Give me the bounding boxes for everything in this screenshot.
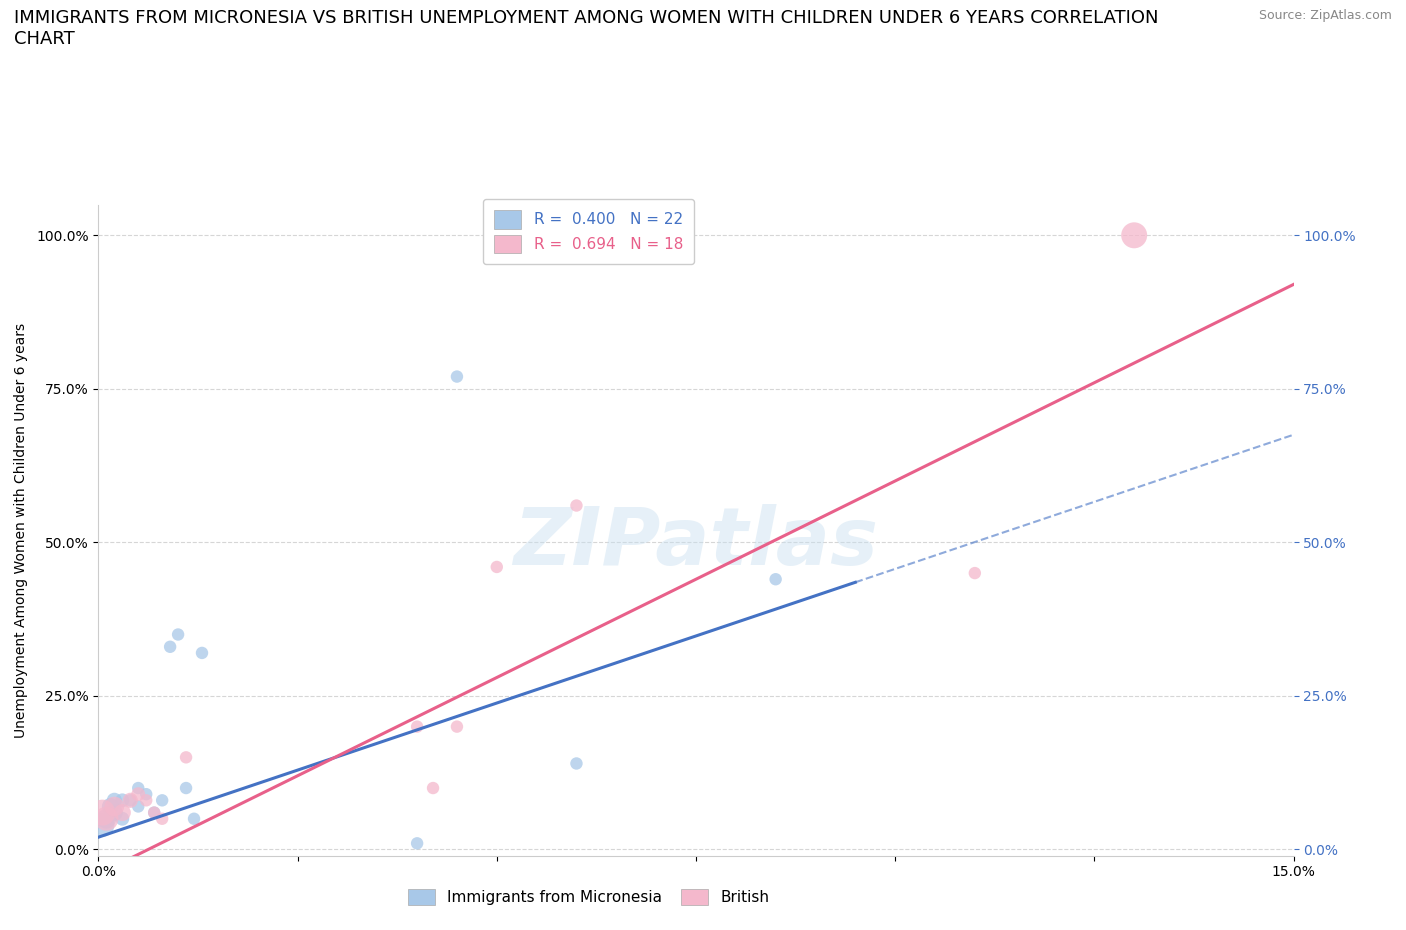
Text: ZIPatlas: ZIPatlas xyxy=(513,504,879,582)
Point xyxy=(1123,228,1146,243)
Point xyxy=(143,805,166,820)
Point xyxy=(406,719,429,734)
Point xyxy=(103,793,125,808)
Point xyxy=(135,787,157,802)
Point xyxy=(111,793,134,808)
Point xyxy=(127,799,149,814)
Point xyxy=(91,805,114,820)
Point xyxy=(103,799,125,814)
Point xyxy=(120,793,142,808)
Point xyxy=(446,369,468,384)
Point xyxy=(150,793,173,808)
Point xyxy=(183,811,205,826)
Text: Source: ZipAtlas.com: Source: ZipAtlas.com xyxy=(1258,9,1392,22)
Point xyxy=(127,780,149,795)
Point xyxy=(565,756,588,771)
Point xyxy=(765,572,787,587)
Point xyxy=(446,719,468,734)
Point xyxy=(143,805,166,820)
Point xyxy=(422,780,444,795)
Text: IMMIGRANTS FROM MICRONESIA VS BRITISH UNEMPLOYMENT AMONG WOMEN WITH CHILDREN UND: IMMIGRANTS FROM MICRONESIA VS BRITISH UN… xyxy=(14,9,1159,48)
Point xyxy=(111,805,134,820)
Point xyxy=(135,793,157,808)
Point xyxy=(96,811,118,826)
Point xyxy=(96,811,118,826)
Point xyxy=(120,793,142,808)
Legend: Immigrants from Micronesia, British: Immigrants from Micronesia, British xyxy=(399,881,778,913)
Point xyxy=(91,817,114,832)
Point xyxy=(167,627,190,642)
Point xyxy=(565,498,588,513)
Y-axis label: Unemployment Among Women with Children Under 6 years: Unemployment Among Women with Children U… xyxy=(14,323,28,737)
Point xyxy=(103,805,125,820)
Point xyxy=(406,836,429,851)
Point xyxy=(191,645,214,660)
Point xyxy=(963,565,986,580)
Point xyxy=(174,750,197,764)
Point xyxy=(174,780,197,795)
Point xyxy=(150,811,173,826)
Point xyxy=(485,560,508,575)
Point xyxy=(127,787,149,802)
Point xyxy=(159,639,181,654)
Point xyxy=(100,799,122,814)
Point xyxy=(111,811,134,826)
